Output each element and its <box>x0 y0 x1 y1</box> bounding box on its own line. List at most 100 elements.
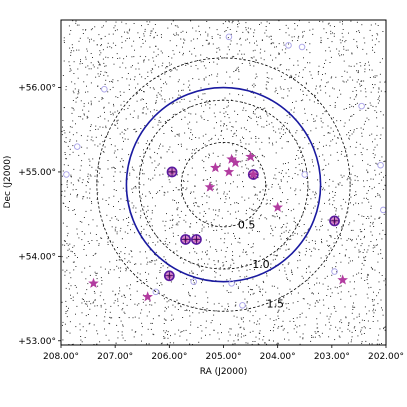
field-point <box>140 215 142 217</box>
field-point <box>276 255 278 257</box>
field-point <box>277 67 279 69</box>
field-point <box>119 91 121 93</box>
field-point <box>285 226 287 228</box>
field-point <box>285 48 287 50</box>
field-point <box>90 29 92 31</box>
field-point <box>311 292 313 294</box>
field-point <box>236 186 238 188</box>
field-point <box>90 303 92 305</box>
field-point <box>272 259 274 261</box>
field-point <box>202 135 204 137</box>
field-point <box>218 209 220 211</box>
field-point <box>74 285 76 286</box>
circled-target <box>329 215 340 227</box>
field-point <box>67 249 69 251</box>
field-point <box>322 74 323 75</box>
field-point <box>361 243 363 245</box>
field-point <box>192 157 194 159</box>
field-point <box>108 271 109 273</box>
field-point <box>377 25 379 26</box>
field-point <box>72 120 74 122</box>
field-point <box>266 35 268 37</box>
field-point <box>342 54 344 56</box>
field-point <box>143 152 145 154</box>
field-point <box>281 126 283 128</box>
field-point <box>68 209 70 211</box>
field-point <box>383 188 385 190</box>
field-point <box>358 30 360 32</box>
field-point <box>166 213 167 215</box>
field-point <box>237 203 239 204</box>
field-point <box>305 250 307 252</box>
field-point <box>302 36 304 38</box>
field-point <box>119 230 121 232</box>
field-point <box>194 174 196 176</box>
field-point <box>316 282 318 284</box>
field-point <box>115 190 117 191</box>
field-point <box>103 106 105 108</box>
field-point <box>362 147 364 149</box>
field-point <box>240 326 242 328</box>
field-point <box>355 90 357 92</box>
field-point <box>89 174 91 176</box>
field-point <box>343 60 345 62</box>
field-point <box>229 278 231 280</box>
field-point <box>179 51 181 53</box>
field-point <box>295 167 297 169</box>
field-point <box>216 250 218 252</box>
field-point <box>133 169 135 171</box>
background-points <box>61 20 386 345</box>
field-point <box>204 221 206 223</box>
field-point <box>190 279 192 281</box>
field-point <box>116 218 118 220</box>
field-point <box>283 256 285 258</box>
field-point <box>190 129 192 131</box>
field-point <box>331 274 333 276</box>
field-point <box>170 70 172 72</box>
field-point <box>266 218 268 220</box>
field-point <box>372 84 373 85</box>
field-point <box>166 308 167 310</box>
field-point <box>193 306 195 308</box>
field-point <box>96 44 98 46</box>
field-point <box>223 264 225 266</box>
field-point <box>231 99 233 101</box>
field-point <box>155 32 157 34</box>
field-point <box>207 33 209 35</box>
field-point <box>217 215 219 217</box>
field-point <box>288 69 290 71</box>
field-point <box>375 174 377 176</box>
field-point <box>228 101 229 103</box>
field-point <box>249 131 251 133</box>
star-marker <box>247 168 259 180</box>
field-point <box>115 21 117 23</box>
field-point <box>99 295 101 297</box>
field-point <box>120 180 122 182</box>
field-point <box>170 281 172 283</box>
field-point <box>112 241 114 243</box>
field-point <box>164 306 166 308</box>
field-point <box>361 135 363 137</box>
field-point <box>87 182 89 183</box>
field-point <box>370 215 372 217</box>
field-point <box>72 246 74 248</box>
field-point <box>201 196 203 198</box>
field-point <box>169 227 171 229</box>
field-point <box>308 143 310 145</box>
field-point <box>222 285 224 287</box>
field-point <box>266 21 268 23</box>
field-point <box>352 307 354 308</box>
field-point <box>242 109 244 111</box>
field-point <box>167 334 168 335</box>
field-point <box>204 144 206 146</box>
field-point <box>111 317 113 319</box>
field-point <box>191 152 193 154</box>
field-point <box>373 299 375 301</box>
field-point <box>347 211 349 213</box>
field-point <box>285 303 287 305</box>
field-point <box>374 110 376 112</box>
field-point <box>99 50 101 52</box>
field-point <box>155 55 157 57</box>
field-point <box>164 319 166 321</box>
field-point <box>109 81 111 83</box>
